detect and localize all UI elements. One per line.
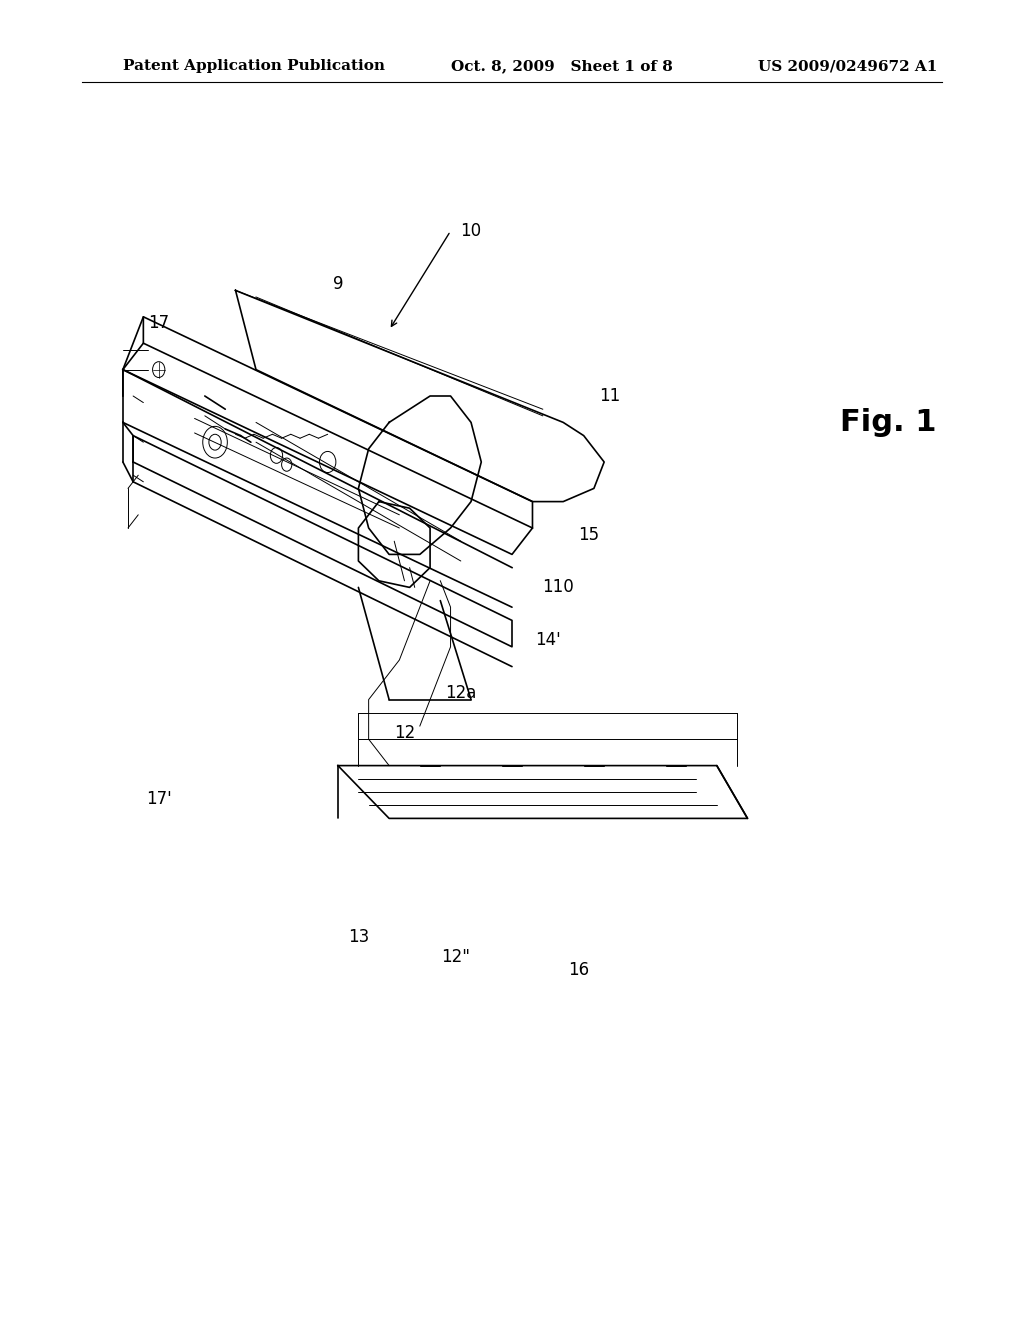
Text: 11: 11 bbox=[599, 387, 620, 405]
Text: 15: 15 bbox=[579, 525, 599, 544]
Text: 17: 17 bbox=[148, 314, 169, 333]
Text: 14': 14' bbox=[535, 631, 561, 649]
Text: Oct. 8, 2009   Sheet 1 of 8: Oct. 8, 2009 Sheet 1 of 8 bbox=[451, 59, 673, 74]
Text: 110: 110 bbox=[542, 578, 574, 597]
Text: 16: 16 bbox=[568, 961, 589, 979]
Text: 13: 13 bbox=[348, 928, 369, 946]
Text: 17': 17' bbox=[145, 789, 172, 808]
Text: 12a: 12a bbox=[445, 684, 476, 702]
Text: 10: 10 bbox=[461, 222, 481, 240]
Text: 12": 12" bbox=[441, 948, 470, 966]
Text: 12: 12 bbox=[394, 723, 415, 742]
Text: US 2009/0249672 A1: US 2009/0249672 A1 bbox=[758, 59, 937, 74]
Text: 9: 9 bbox=[333, 275, 343, 293]
Text: Patent Application Publication: Patent Application Publication bbox=[123, 59, 385, 74]
Text: Fig. 1: Fig. 1 bbox=[840, 408, 936, 437]
